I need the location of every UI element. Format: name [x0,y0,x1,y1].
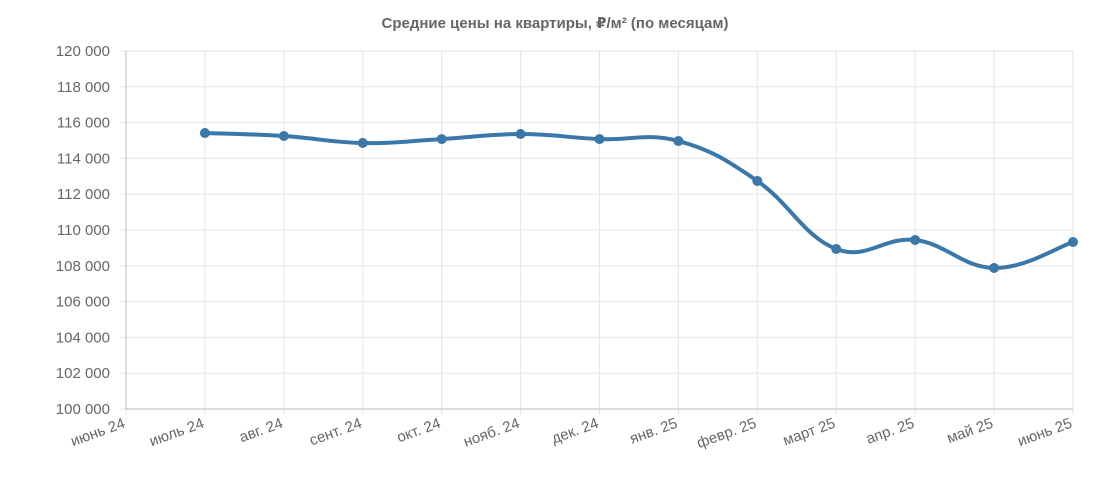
x-tick-label: сент. 24 [307,415,364,450]
y-tick-label: 100 000 [56,401,110,418]
point [831,243,842,254]
x-tick-label: март 25 [781,415,838,450]
x-tick-label: авг. 24 [237,415,285,446]
x-tick-label: май 25 [945,415,996,447]
point [989,262,1000,273]
line [204,130,1074,270]
y-tick-label: 114 000 [57,150,110,167]
y-tick-label: 116 000 [57,115,110,132]
y-tick-label: 108 000 [56,258,110,275]
point [357,138,368,149]
x-tick-label: дек. 24 [549,415,601,448]
point [910,235,921,246]
point [752,175,763,186]
point [199,127,210,138]
x-tick-label: янв. 25 [628,415,680,448]
x-tick-label: июль 24 [147,415,206,450]
point [673,136,684,147]
x-tick-label: июнь 25 [1015,415,1074,450]
y-tick-label: 118 000 [57,79,110,96]
y-tick-label: 112 000 [57,186,110,203]
point [594,134,605,145]
point [436,134,447,145]
y-tick-label: 102 000 [56,365,110,382]
x-tick-label: июнь 24 [68,415,127,450]
point [278,131,289,142]
point [515,129,526,140]
y-tick-label: 110 000 [57,222,110,239]
y-tick-label: 104 000 [56,329,110,346]
x-tick-label: окт. 24 [395,415,443,446]
y-tick-label: 120 000 [56,43,110,60]
x-tick-label: февр. 25 [695,415,759,452]
point [1068,236,1078,247]
y-tick-label: 106 000 [56,294,110,311]
chart-title: Средние цены на квартиры, ₽/м² (по месяц… [382,15,729,32]
x-tick-label: апр. 25 [864,415,917,448]
x-tick-label: нояб. 24 [461,415,522,451]
